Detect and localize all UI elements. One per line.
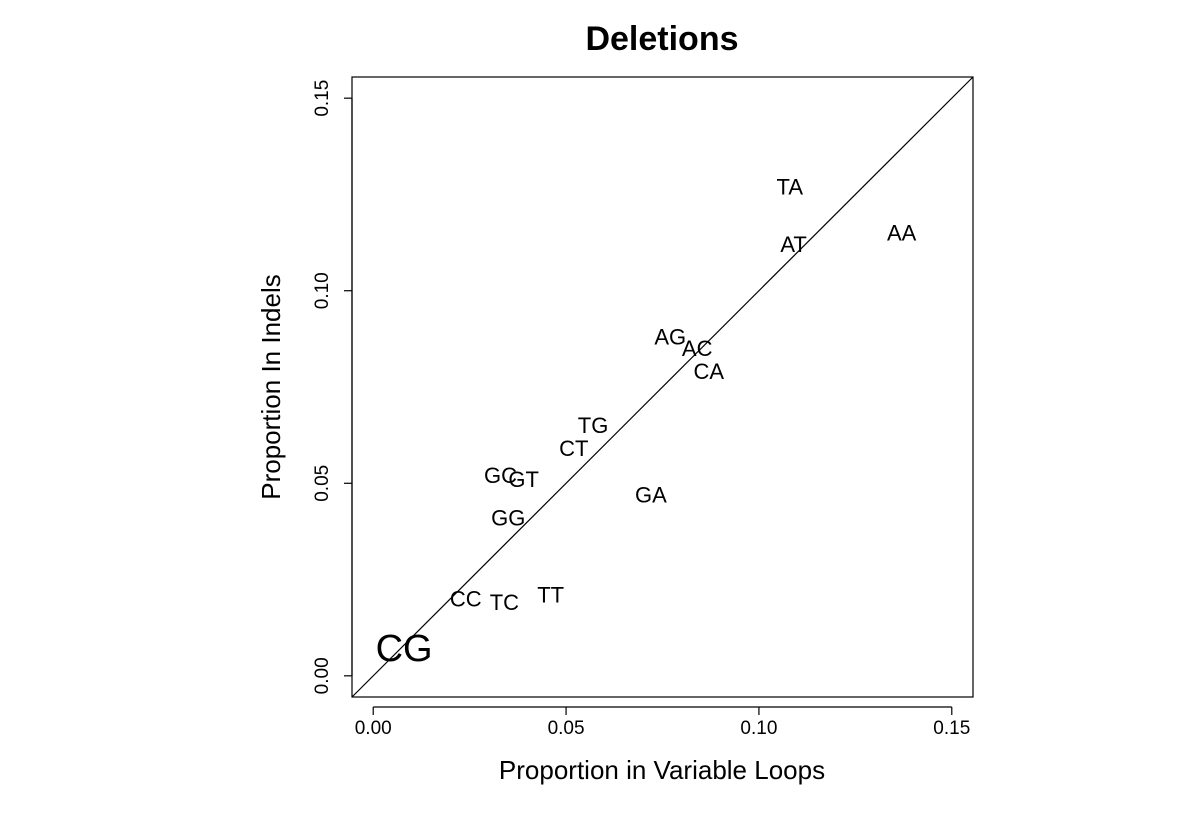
point-label-at: AT <box>780 232 806 257</box>
point-label-ac: AC <box>682 336 713 361</box>
y-axis-label: Proportion In Indels <box>256 274 286 499</box>
point-label-tg: TG <box>578 413 609 438</box>
point-label-ga: GA <box>635 482 667 507</box>
y-tick-label: 0.00 <box>312 657 333 694</box>
point-label-cc: CC <box>450 586 482 611</box>
point-label-ta: TA <box>777 174 804 199</box>
point-label-tc: TC <box>490 590 519 615</box>
y-tick-label: 0.05 <box>312 465 333 502</box>
x-tick-label: 0.05 <box>548 718 585 739</box>
point-label-gc: GC <box>484 463 517 488</box>
reference-line-layer <box>351 76 974 698</box>
y-tick-label: 0.10 <box>312 272 333 309</box>
point-label-gg: GG <box>491 505 525 530</box>
point-label-ca: CA <box>694 359 725 384</box>
x-tick-label: 0.10 <box>740 718 777 739</box>
point-label-ag: AG <box>654 324 686 349</box>
point-label-cg: CG <box>376 628 433 670</box>
x-tick-label: 0.15 <box>933 718 970 739</box>
x-axis-label: Proportion in Variable Loops <box>499 755 825 785</box>
identity-line <box>351 76 974 698</box>
x-axis: 0.00 0.05 0.10 0.15 <box>355 706 970 739</box>
y-axis: 0.00 0.05 0.10 0.15 <box>312 80 353 694</box>
x-tick-label: 0.00 <box>355 718 392 739</box>
y-tick-label: 0.15 <box>312 80 333 117</box>
point-label-gt: GT <box>508 467 539 492</box>
point-label-aa: AA <box>887 220 917 245</box>
chart-title: Deletions <box>585 20 738 58</box>
point-label-ct: CT <box>559 436 588 461</box>
point-label-tt: TT <box>537 582 564 607</box>
